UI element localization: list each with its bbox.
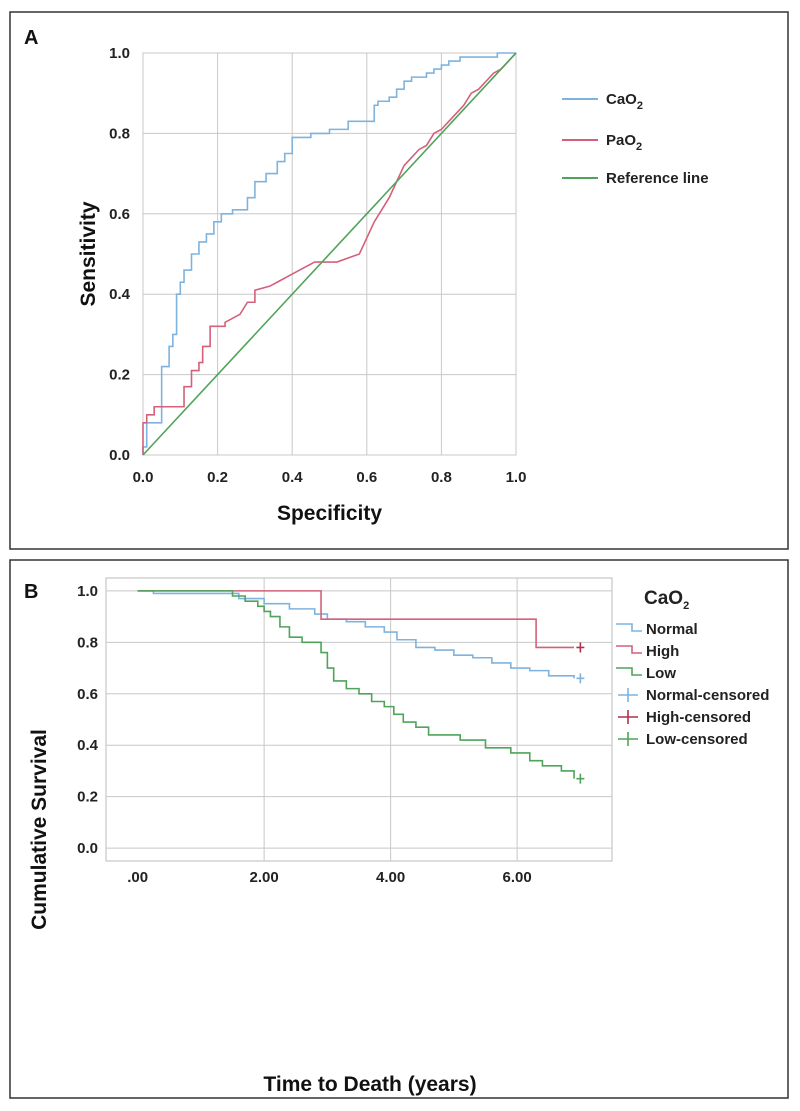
panel-a-y-tick-label: 1.0 bbox=[109, 45, 130, 62]
panel-a-legend-label-main: CaO bbox=[606, 91, 637, 108]
panel-b-y-tick-label: 0.8 bbox=[77, 634, 98, 651]
panel-b-x-tick-label: 6.00 bbox=[503, 869, 532, 886]
panel-b-legend-title-main: CaO bbox=[644, 588, 683, 609]
panel-a-legend-label-main: PaO bbox=[606, 132, 636, 149]
panel-b-legend-label: High bbox=[646, 643, 679, 660]
panel-a-x-tick-label: 0.2 bbox=[207, 469, 228, 486]
panel-a-y-tick-label: 0.2 bbox=[109, 367, 130, 384]
panel-a-x-tick-label: 1.0 bbox=[506, 469, 527, 486]
panel-a-y-tick-label: 0.0 bbox=[109, 447, 130, 464]
panel-a-x-tick-label: 0.0 bbox=[133, 469, 154, 486]
panel-b-legend-label: Normal-censored bbox=[646, 687, 769, 704]
panel-b-legend-label: High-censored bbox=[646, 709, 751, 726]
panel-b-y-tick-label: 0.2 bbox=[77, 789, 98, 806]
panel-a-series-line-1 bbox=[142, 52, 517, 455]
panel-a-legend-label: Reference line bbox=[606, 170, 709, 187]
panel-a-y-tick-label: 0.6 bbox=[109, 206, 130, 223]
panel-b-y-tick-label: 0.0 bbox=[77, 840, 98, 857]
panel-a-x-tick-label: 0.8 bbox=[431, 469, 452, 486]
panel-b-legend-title: CaO2 bbox=[644, 588, 689, 612]
panel-b-legend-swatch bbox=[616, 667, 642, 676]
panel-b-x-tick-label: .00 bbox=[127, 869, 148, 886]
panel-b-legend-label: Low-censored bbox=[646, 731, 748, 748]
panel-a-legend-label: PaO2 bbox=[606, 132, 642, 153]
panel-a-y-axis-title: Sensitivity bbox=[77, 201, 100, 306]
panel-b-plot-area bbox=[105, 577, 613, 862]
panel-b-letter: B bbox=[24, 581, 38, 603]
panel-a-x-tick-label: 0.6 bbox=[356, 469, 377, 486]
panel-a-x-axis-title: Specificity bbox=[277, 502, 382, 525]
panel-a-series-line-0 bbox=[142, 52, 516, 455]
panel-b-y-tick-label: 1.0 bbox=[77, 583, 98, 600]
panel-a-legend-label: CaO2 bbox=[606, 91, 643, 112]
panel-b-x-tick-label: 2.00 bbox=[250, 869, 279, 886]
panel-a-frame bbox=[9, 11, 789, 550]
panel-a-series-line-2 bbox=[142, 52, 517, 456]
panel-a-plot: 0.00.0 0.2 0.2 0.4 0.4 0.6 0.6 0.8 0.8 1.0 1.0 Spec… bbox=[77, 45, 526, 525]
panel-a-y-tick-label: 0.4 bbox=[109, 286, 131, 303]
panel-b-survival-curve-0 bbox=[137, 590, 575, 679]
panel-b-y-tick-label: 0.4 bbox=[77, 737, 99, 754]
panel-b-legend-swatch bbox=[616, 623, 642, 632]
panel-a-legend-label-subscript: 2 bbox=[637, 100, 643, 112]
panel-b-survival-curve-1 bbox=[137, 590, 575, 649]
panel-b-legend: CaO2 Normal High Low Normal-censored High-cen… bbox=[616, 588, 769, 748]
panel-b-frame bbox=[9, 559, 789, 1099]
panel-b-x-axis-title: Time to Death (years) bbox=[263, 1073, 476, 1096]
panel-a-letter: A bbox=[24, 27, 38, 49]
panel-b-legend-title-subscript: 2 bbox=[683, 600, 689, 612]
panel-b-legend-label: Normal bbox=[646, 621, 698, 638]
panel-a-x-tick-label: 0.4 bbox=[282, 469, 304, 486]
panel-b-y-tick-label: 0.6 bbox=[77, 686, 98, 703]
panel-b-y-axis-title: Cumulative Survival bbox=[28, 729, 51, 930]
panel-a-y-tick-label: 0.8 bbox=[109, 125, 130, 142]
panel-b-survival-curve-2 bbox=[137, 590, 575, 779]
panel-b-legend-swatch bbox=[616, 645, 642, 654]
panel-b-legend-label: Low bbox=[646, 665, 676, 682]
panel-a-legend-label-subscript: 2 bbox=[636, 141, 642, 153]
panel-a-legend-label-main: Reference line bbox=[606, 170, 709, 187]
panel-b-plot: 0.0 0.2 0.4 0.6 0.8 1.0 .00 2.00 4.00 6.00 Time to… bbox=[28, 577, 613, 1096]
panel-b-x-tick-label: 4.00 bbox=[376, 869, 405, 886]
